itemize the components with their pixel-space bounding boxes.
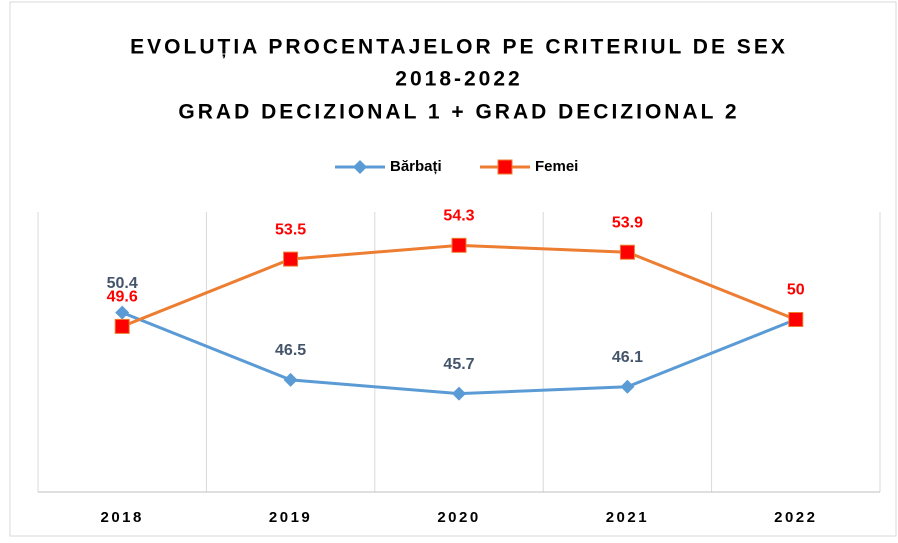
chart-title: EVOLUȚIA PROCENTAJELOR PE CRITERIUL DE S… — [130, 36, 788, 59]
data-point — [283, 251, 299, 267]
chart-title: 2018-2022 — [395, 68, 522, 91]
x-tick-label: 2018 — [101, 509, 144, 526]
data-point — [619, 244, 635, 260]
data-point — [788, 312, 804, 327]
data-label: 54.3 — [443, 208, 474, 225]
legend-marker — [353, 160, 367, 174]
data-label: 45.7 — [443, 356, 474, 373]
legend-label: Femei — [535, 158, 578, 175]
x-tick-label: 2021 — [606, 509, 649, 526]
legend-label: Bărbați — [390, 158, 442, 175]
data-point — [115, 305, 130, 320]
data-label: 53.9 — [612, 214, 643, 231]
data-point — [452, 386, 466, 401]
data-label: 50 — [787, 282, 805, 299]
data-point — [114, 318, 130, 334]
x-tick-label: 2022 — [774, 509, 817, 526]
x-tick-label: 2019 — [269, 509, 312, 526]
data-point — [451, 237, 467, 253]
chart-title: GRAD DECIZIONAL 1 + GRAD DECIZIONAL 2 — [178, 101, 739, 124]
chart-border — [9, 1, 897, 537]
data-label: 53.5 — [275, 221, 306, 238]
data-point — [283, 372, 298, 387]
data-point — [620, 379, 635, 394]
data-label: 50.4 — [107, 275, 138, 292]
data-label: 49.6 — [107, 289, 138, 306]
x-tick-label: 2020 — [437, 509, 480, 526]
legend-marker — [497, 159, 513, 175]
data-label: 46.1 — [612, 349, 643, 366]
data-label: 46.5 — [275, 342, 306, 359]
